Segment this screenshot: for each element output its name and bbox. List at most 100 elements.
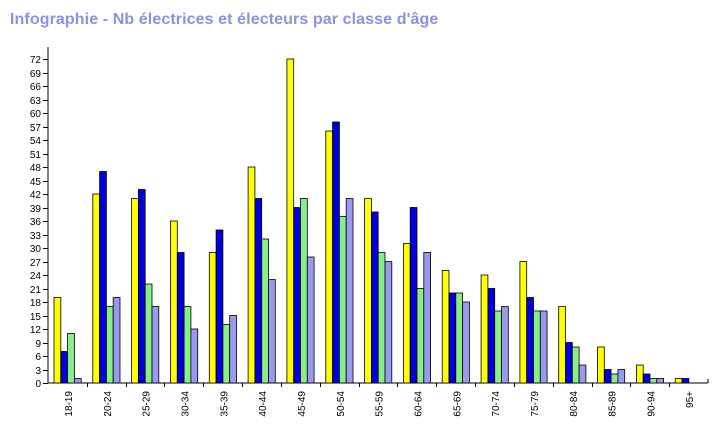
x-axis: 18-19 20-24 25-29 30-34 35-39 40-44 45-49 50-54… <box>48 379 709 417</box>
y-tick-label: 30 <box>30 244 42 255</box>
x-tick-label: 35-39 <box>219 391 230 417</box>
y-tick-label: 39 <box>30 204 42 215</box>
bar <box>423 252 431 384</box>
bar <box>487 288 496 384</box>
bar <box>222 324 231 384</box>
bar <box>603 369 612 384</box>
y-tick-label: 33 <box>30 231 42 242</box>
chart-title: Infographie - Nb électrices et électeurs… <box>10 11 439 28</box>
y-tick-label: 36 <box>30 217 42 228</box>
x-tick-label: 55-59 <box>375 391 386 417</box>
bar <box>558 306 566 384</box>
bar <box>67 333 75 384</box>
bar <box>448 292 457 384</box>
bar <box>416 288 425 384</box>
bar <box>636 364 644 384</box>
y-tick-label: 27 <box>30 258 42 269</box>
bar <box>455 292 463 384</box>
bar <box>286 58 295 384</box>
bar <box>293 207 301 384</box>
bar <box>60 351 68 384</box>
y-tick-label: 6 <box>35 352 41 363</box>
x-tick-label: 40-44 <box>258 391 269 417</box>
y-tick-label: 9 <box>35 339 41 350</box>
x-tick-label: 25-29 <box>142 391 153 417</box>
x-tick-label: 60-64 <box>413 391 424 417</box>
x-tick-label: 85-89 <box>608 391 619 417</box>
y-tick-label: 45 <box>30 177 42 188</box>
bar <box>306 256 315 384</box>
bar <box>642 373 651 384</box>
bar <box>332 121 340 384</box>
bar <box>649 378 658 384</box>
bar <box>565 342 573 384</box>
y-tick-label: 0 <box>35 379 41 390</box>
y-tick-label: 60 <box>30 109 42 120</box>
bar <box>402 243 411 384</box>
bar <box>131 198 139 384</box>
y-tick-label: 69 <box>30 69 42 80</box>
bar <box>610 373 619 384</box>
y-tick-label: 48 <box>30 163 42 174</box>
bar <box>494 310 502 384</box>
bar <box>480 274 489 384</box>
bar <box>261 238 269 384</box>
y-tick-label: 54 <box>30 136 42 147</box>
bar <box>254 198 263 384</box>
bar <box>519 261 528 384</box>
bar <box>99 171 107 384</box>
bar <box>268 279 276 384</box>
bar <box>409 207 418 384</box>
bar <box>53 297 62 384</box>
y-tick-label: 3 <box>35 366 41 377</box>
x-tick-label: 50-54 <box>336 391 347 417</box>
y-tick-label: 57 <box>30 123 42 134</box>
bar <box>617 369 626 384</box>
bar <box>74 378 82 384</box>
y-tick-label: 72 <box>30 55 42 66</box>
bar <box>325 130 333 384</box>
bar <box>571 346 580 384</box>
bar <box>370 211 379 384</box>
bars <box>53 58 690 384</box>
bar <box>681 378 690 384</box>
x-tick-label: 30-34 <box>181 391 192 417</box>
bar <box>462 301 470 384</box>
y-tick-label: 21 <box>30 285 42 296</box>
bar <box>526 297 534 384</box>
bar <box>338 216 347 384</box>
x-tick-label: 65-69 <box>452 391 463 417</box>
bar <box>656 378 664 384</box>
bar <box>229 315 237 384</box>
x-tick-label: 18-19 <box>64 391 75 417</box>
bar <box>106 306 114 384</box>
bar <box>176 252 185 384</box>
x-tick-label: 20-24 <box>103 391 114 417</box>
bar <box>533 310 541 384</box>
bar <box>92 193 101 384</box>
bar <box>384 261 393 384</box>
bar <box>247 166 256 384</box>
bar <box>345 198 354 384</box>
x-tick-label: 95+ <box>685 391 696 408</box>
bar <box>377 252 386 384</box>
bar <box>578 364 587 384</box>
bar <box>674 378 683 384</box>
x-tick-label: 80-84 <box>569 391 580 417</box>
bar <box>597 346 605 384</box>
x-tick-label: 75-79 <box>530 391 541 417</box>
y-axis: 0369121518212427303336394245485154576063… <box>30 47 49 390</box>
x-tick-label: 90-94 <box>646 391 657 417</box>
bar <box>501 306 509 384</box>
bar <box>539 310 548 384</box>
bar <box>300 198 308 384</box>
x-tick-label: 70-74 <box>491 391 502 417</box>
y-tick-label: 51 <box>30 150 42 161</box>
y-tick-label: 42 <box>30 190 42 201</box>
y-tick-label: 24 <box>30 271 42 282</box>
bar <box>215 229 224 384</box>
y-tick-label: 63 <box>30 96 42 107</box>
x-tick-label: 45-49 <box>297 391 308 417</box>
bar <box>441 270 450 384</box>
